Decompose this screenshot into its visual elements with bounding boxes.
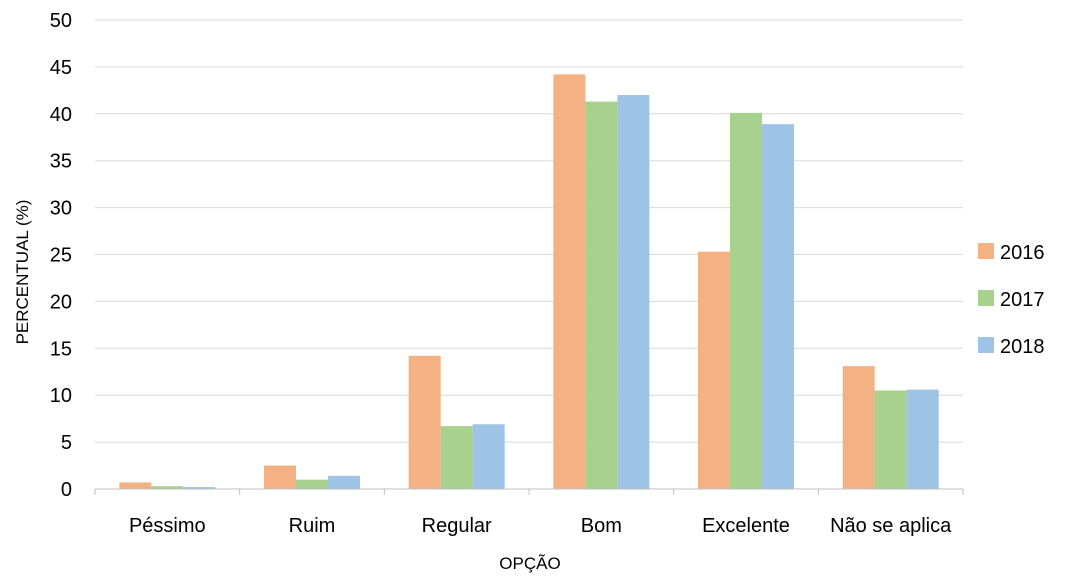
- bar-2017-5: [874, 390, 907, 489]
- bar-2017-3: [585, 101, 618, 489]
- y-tick-label: 25: [50, 245, 72, 267]
- bar-2018-3: [617, 95, 650, 489]
- gridlines: [95, 19, 963, 443]
- legend-label: 2016: [1000, 242, 1045, 264]
- x-tick-label: Excelente: [702, 515, 790, 537]
- x-tick-label: Regular: [422, 515, 492, 537]
- legend-swatch-2018: [978, 337, 994, 353]
- legend-label: 2018: [1000, 336, 1045, 358]
- bar-2017-2: [440, 426, 473, 489]
- x-tick-label: Ruim: [289, 515, 336, 537]
- y-tick-label: 0: [61, 479, 72, 501]
- y-tick-label: 20: [50, 291, 72, 313]
- y-tick-label: 5: [61, 432, 72, 454]
- legend-swatch-2016: [978, 243, 994, 259]
- axes: 0 5 10 15 20 25 30 35 40 45 50 Péssimo Ruim Regular Bo…: [50, 10, 964, 537]
- bar-2016-0: [119, 482, 152, 489]
- y-tick-label: 35: [50, 151, 72, 173]
- bar-2017-0: [151, 486, 184, 489]
- y-axis-title: PERCENTUAL (%): [13, 200, 32, 345]
- y-tick-label: 30: [50, 198, 72, 220]
- bars: [119, 74, 939, 490]
- x-axis-title: OPÇÃO: [499, 554, 560, 573]
- bar-2017-1: [296, 479, 328, 489]
- bar-2018-1: [328, 475, 360, 489]
- y-tick-label: 45: [50, 57, 72, 79]
- legend: 2016 2017 2018: [978, 242, 1045, 358]
- x-tick-label: Não se aplica: [830, 515, 952, 537]
- bar-2018-0: [183, 487, 216, 489]
- bar-2016-1: [264, 465, 296, 489]
- bar-2017-4: [730, 112, 762, 489]
- bar-2018-4: [762, 124, 794, 490]
- bar-2016-2: [408, 355, 441, 489]
- legend-swatch-2017: [978, 290, 994, 306]
- y-tick-label: 50: [50, 10, 72, 32]
- y-tick-label: 10: [50, 385, 72, 407]
- bar-2016-4: [698, 251, 730, 489]
- bar-2016-5: [842, 366, 875, 489]
- x-tick-label: Péssimo: [129, 515, 206, 537]
- legend-label: 2017: [1000, 289, 1045, 311]
- y-tick-label: 15: [50, 338, 72, 360]
- bar-2018-5: [906, 389, 939, 489]
- bar-2018-2: [472, 424, 505, 489]
- bar-2016-3: [553, 74, 586, 490]
- x-tick-label: Bom: [581, 515, 622, 537]
- y-tick-label: 40: [50, 104, 72, 126]
